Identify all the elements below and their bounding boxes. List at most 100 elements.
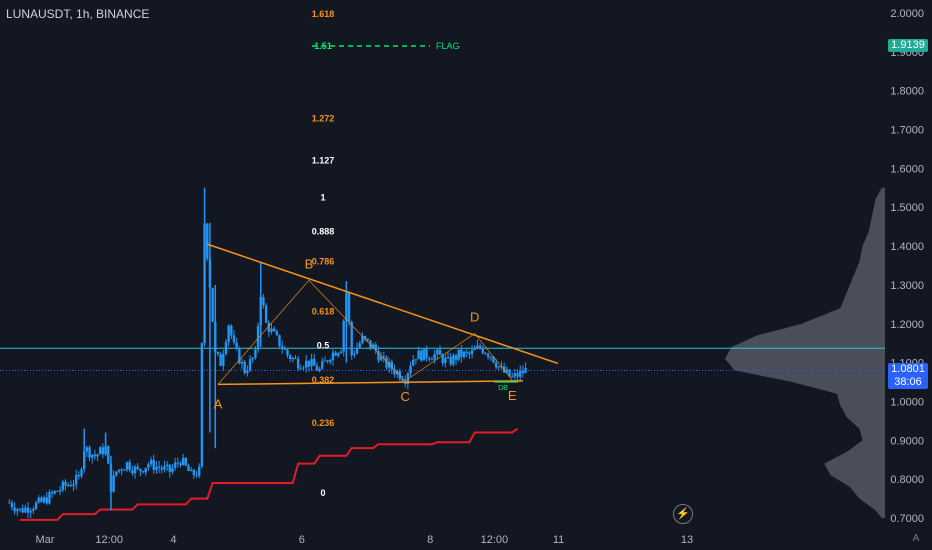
candle-body <box>326 360 329 362</box>
candle-body <box>131 470 134 474</box>
candle-body <box>417 350 420 360</box>
wave-sub-label: DB <box>498 385 508 392</box>
candle-body <box>50 492 54 494</box>
candle-body <box>323 360 327 362</box>
triangle-lower-line <box>217 380 523 386</box>
time-tick-label: 4 <box>170 534 176 546</box>
candle-body <box>329 360 332 362</box>
candle-body <box>181 457 185 465</box>
candle-body <box>369 340 372 348</box>
candle-body <box>385 357 388 368</box>
candle-body <box>288 355 292 360</box>
candle-body <box>264 305 268 323</box>
candle-body <box>484 353 487 355</box>
candle-body <box>428 358 431 360</box>
candle-body <box>120 469 123 471</box>
bolt-icon[interactable]: ⚡ <box>673 504 693 524</box>
candle-body <box>24 507 27 513</box>
candle-body <box>358 343 361 348</box>
candle-body <box>42 497 46 502</box>
triangle-wave-line <box>217 279 513 385</box>
candle-body <box>524 367 527 374</box>
candle-body <box>251 357 254 360</box>
wave-label-a: A <box>214 396 223 411</box>
fib-level-label: 0.786 <box>312 257 335 267</box>
candle-body <box>61 481 64 490</box>
candle-body <box>141 471 145 473</box>
time-tick-label: 12:00 <box>481 534 509 546</box>
candle-body <box>254 349 257 358</box>
candle-body <box>192 469 196 476</box>
candle-body <box>454 355 458 360</box>
candle-body <box>377 350 380 361</box>
price-tick-label: 0.8000 <box>890 474 924 486</box>
candle-body <box>117 469 121 472</box>
candle-body <box>53 490 56 494</box>
price-tick-label: 1.3000 <box>890 280 924 292</box>
candle-body <box>374 344 377 351</box>
candle-body <box>502 366 506 373</box>
candle-body <box>267 322 270 332</box>
candle-body <box>371 344 375 348</box>
candle-body <box>112 475 115 492</box>
candle-body <box>478 345 482 348</box>
candle-body <box>436 349 439 355</box>
candle-body <box>492 356 495 363</box>
candle-body <box>136 466 139 469</box>
candle-body <box>486 353 490 357</box>
candle-body <box>21 508 24 513</box>
symbol-title[interactable]: LUNAUSDT, 1h, BINANCE <box>6 7 150 21</box>
candle-body <box>294 357 297 359</box>
fib-level-label: 1.618 <box>312 9 335 19</box>
candle-body <box>272 328 276 332</box>
candle-body <box>286 349 289 356</box>
candle-body <box>355 347 359 354</box>
candle-body <box>45 497 48 504</box>
candle-body <box>412 359 415 366</box>
candle-body <box>72 484 75 487</box>
candle-body <box>337 353 340 356</box>
candle-body <box>513 373 517 377</box>
candle-body <box>433 354 436 360</box>
candle-body <box>508 369 511 377</box>
time-axis: Mar 12:00 4 6 8 12:00 11 13 <box>0 528 932 550</box>
candle-body <box>171 467 174 473</box>
candle-body <box>211 287 214 322</box>
candle-body <box>157 466 161 468</box>
triangle-upper-line <box>207 243 559 365</box>
fib-level-label: 0.888 <box>312 226 335 236</box>
candle-body <box>29 510 32 513</box>
candle-body <box>334 352 337 356</box>
candle-body <box>441 354 444 364</box>
candle-body <box>56 490 59 492</box>
candle-body <box>275 331 278 335</box>
price-axis: 0.70000.80000.90001.00001.10001.20001.30… <box>885 0 932 550</box>
candle-body <box>243 361 246 373</box>
candle-body <box>444 357 447 364</box>
candle-body <box>339 351 343 354</box>
fib-level-label: 0.236 <box>312 418 335 428</box>
fib-level-label: 0.5 <box>317 341 330 351</box>
candle-body <box>430 359 434 361</box>
candle-body <box>299 368 303 370</box>
volume-profile <box>725 187 885 519</box>
candle-body <box>179 463 182 465</box>
candle-body <box>160 467 163 470</box>
candle-body <box>307 360 311 367</box>
candle-body <box>473 348 476 350</box>
current-price-tag: 1.0801 38:06 <box>888 363 928 390</box>
candle-body <box>101 447 105 455</box>
candle-body <box>350 321 353 356</box>
auto-scale-button[interactable]: A <box>912 533 920 544</box>
wave-label-d: D <box>470 309 479 324</box>
candle-body <box>379 356 383 361</box>
candle-body <box>489 356 492 358</box>
price-axis-bg <box>885 0 932 550</box>
candle-body <box>494 362 498 368</box>
candle-body <box>99 447 102 455</box>
candle-body <box>149 459 153 465</box>
price-tick-label: 0.7000 <box>890 513 924 525</box>
candle-body <box>342 320 345 352</box>
candle-body <box>58 489 62 492</box>
